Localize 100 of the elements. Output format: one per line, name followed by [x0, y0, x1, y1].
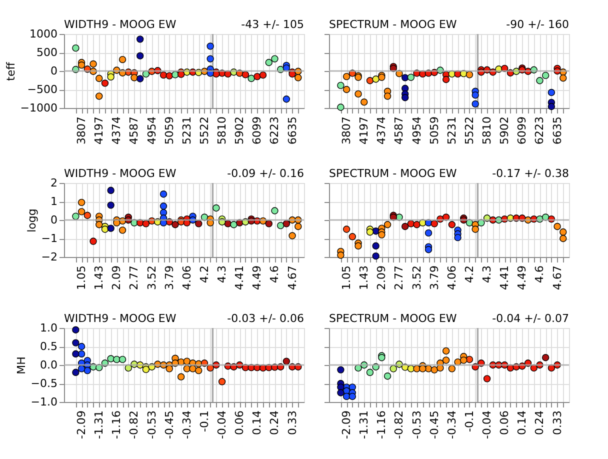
- y-tick-label: −0.5: [30, 377, 58, 390]
- x-tick-label: 6635: [286, 116, 299, 144]
- x-tick-label: 4.6: [533, 266, 546, 283]
- x-tick-label: 1.43: [92, 266, 106, 290]
- x-tick-label: 4587: [392, 116, 406, 144]
- x-tick-label: 5059: [428, 116, 441, 144]
- x-tick-label: -0.45: [162, 410, 176, 439]
- y-axis-title: logg: [25, 208, 38, 232]
- x-tick-label: -1.31: [92, 410, 106, 439]
- x-tick-label: -0.1: [198, 410, 211, 432]
- x-tick-label: -1.16: [375, 410, 388, 439]
- x-tick-label: 1.43: [358, 266, 371, 290]
- x-tick-label: -1.16: [110, 410, 124, 439]
- x-tick-label: -0.45: [428, 410, 441, 439]
- x-tick-label: -0.1: [462, 410, 476, 432]
- y-axis-title: teff: [4, 62, 18, 81]
- y-tick-label: 500: [36, 46, 58, 59]
- x-tick-label: -0.34: [445, 410, 458, 439]
- x-tick-label: 4.3: [216, 266, 229, 283]
- x-tick-label: 2.09: [110, 266, 124, 290]
- x-tick-label: 4.41: [498, 266, 512, 290]
- y-tick-label: 0.0: [40, 358, 58, 372]
- x-tick-label: 4587: [128, 116, 141, 144]
- x-tick-label: 4.49: [250, 266, 264, 290]
- x-tick-label: -0.53: [145, 410, 158, 439]
- y-tick-label: 0: [50, 64, 58, 78]
- x-tick-label: 5231: [445, 116, 458, 144]
- x-tick-label: 0.33: [286, 410, 299, 435]
- x-tick-label: 4.06: [180, 266, 194, 290]
- text: -0.04 +/- 0.07: [492, 312, 569, 325]
- x-tick-label: 3.79: [428, 266, 441, 290]
- y-tick-label: 1: [50, 195, 58, 208]
- text: -43 +/- 105: [241, 18, 304, 31]
- y-tick-label: −500: [27, 83, 58, 96]
- y-tick-label: 0: [50, 214, 58, 226]
- x-tick-label: 4.2: [462, 266, 476, 283]
- x-tick-label: 3.52: [145, 266, 158, 290]
- text: -0.17 +/- 0.38: [492, 167, 569, 180]
- x-tick-label: -2.09: [340, 410, 354, 439]
- x-tick-label: 0.14: [250, 410, 264, 435]
- y-tick-label: 2: [50, 176, 58, 190]
- chart-title: WIDTH9 - MOOG EW: [64, 167, 176, 180]
- y-axis-title: MH: [14, 356, 28, 374]
- x-tick-label: -0.04: [216, 410, 229, 439]
- text: -0.09 +/- 0.16: [227, 167, 304, 180]
- x-tick-label: 6099: [250, 116, 264, 144]
- x-tick-label: -2.09: [75, 410, 88, 439]
- chart-title: WIDTH9 - MOOG EW: [64, 18, 176, 31]
- x-tick-label: 0.14: [516, 410, 529, 435]
- x-tick-label: 6223: [533, 116, 546, 144]
- y-tick-label: −2: [41, 250, 58, 264]
- x-tick-label: 4.6: [268, 266, 282, 283]
- x-tick-label: 4954: [410, 116, 424, 144]
- x-tick-label: 5522: [198, 116, 211, 144]
- x-tick-label: 4197: [358, 116, 371, 144]
- x-tick-label: 4197: [92, 116, 106, 144]
- x-tick-label: 0.24: [533, 410, 546, 435]
- x-tick-label: -1.31: [358, 410, 371, 439]
- x-tick-label: 0.24: [268, 410, 282, 435]
- x-tick-label: 4.2: [198, 266, 211, 283]
- x-tick-label: 5231: [180, 116, 194, 144]
- x-tick-label: 4374: [110, 116, 124, 144]
- x-tick-label: 5059: [162, 116, 176, 144]
- x-tick-label: 4954: [145, 116, 158, 144]
- x-tick-label: 3807: [75, 116, 88, 144]
- text: -0.03 +/- 0.06: [227, 312, 304, 325]
- x-tick-label: 4374: [375, 116, 388, 144]
- x-tick-label: 6223: [268, 116, 282, 144]
- x-tick-label: 4.49: [516, 266, 529, 290]
- chart-title: SPECTRUM - MOOG EW: [329, 167, 457, 180]
- x-tick-label: 5810: [216, 116, 229, 144]
- y-tick-label: −1: [41, 232, 58, 245]
- chart-title: WIDTH9 - MOOG EW: [64, 312, 176, 325]
- x-tick-label: 3.52: [410, 266, 424, 290]
- x-tick-label: 4.3: [480, 266, 494, 283]
- x-tick-label: 1.05: [75, 266, 88, 290]
- x-tick-label: -0.04: [480, 410, 494, 439]
- y-tick-label: 0.5: [40, 340, 58, 353]
- x-tick-label: 4.67: [550, 266, 564, 290]
- x-tick-label: 6635: [550, 116, 564, 144]
- x-tick-label: 2.77: [128, 266, 141, 290]
- x-tick-label: 1.05: [340, 266, 354, 290]
- chart-title: SPECTRUM - MOOG EW: [329, 18, 457, 31]
- x-tick-label: -0.82: [128, 410, 141, 439]
- chart-title: SPECTRUM - MOOG EW: [329, 312, 457, 325]
- x-tick-label: 5902: [233, 116, 246, 144]
- x-tick-label: 3807: [340, 116, 354, 144]
- x-tick-label: 6099: [516, 116, 529, 144]
- x-tick-label: 0.33: [550, 410, 564, 435]
- x-tick-label: 0.06: [233, 410, 246, 435]
- x-tick-label: 4.41: [233, 266, 246, 290]
- y-tick-label: 1000: [30, 28, 58, 40]
- x-tick-label: 4.67: [286, 266, 299, 290]
- y-tick-label: 1.0: [40, 322, 58, 334]
- x-tick-label: 2.09: [375, 266, 388, 290]
- x-tick-label: 3.79: [162, 266, 176, 290]
- y-tick-label: −1000: [20, 102, 58, 114]
- x-tick-label: 5902: [498, 116, 512, 144]
- x-tick-label: 5810: [480, 116, 494, 144]
- x-tick-label: -0.34: [180, 410, 194, 439]
